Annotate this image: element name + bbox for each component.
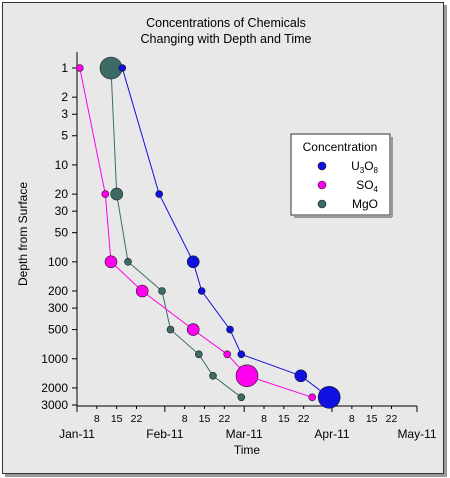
y-tick-label-2: 3 xyxy=(61,107,68,121)
series-mgo xyxy=(110,67,242,398)
x-minor-tick-label-3: 8 xyxy=(182,413,188,425)
y-tick-label-14: 3000 xyxy=(41,398,68,412)
x-minor-tick-label-4: 15 xyxy=(199,413,211,425)
x-minor-tick-label-8: 22 xyxy=(298,413,310,425)
axes xyxy=(76,52,417,407)
legend-marker-u3o8 xyxy=(317,161,327,171)
x-major-tick-label-3: Apr-11 xyxy=(314,427,349,441)
point-mgo-1 xyxy=(110,187,123,201)
legend-title: Concentration xyxy=(303,140,378,154)
legend-label-u3o8: U3O8 xyxy=(351,159,378,175)
y-tick-label-9: 200 xyxy=(48,284,68,298)
y-tick-label-4: 10 xyxy=(55,158,69,172)
legend: Concentration U3O8 SO4 MgO xyxy=(290,133,393,218)
x-minor-tick-label-10: 15 xyxy=(366,413,378,425)
point-so4-6 xyxy=(235,364,259,388)
x-minor-tick-label-7: 15 xyxy=(278,413,290,425)
x-minor-tick-label-5: 22 xyxy=(218,413,230,425)
point-mgo-5 xyxy=(195,350,203,359)
y-tick-label-6: 30 xyxy=(55,204,69,218)
y-tick-label-11: 500 xyxy=(48,323,68,337)
y-tick-label-8: 100 xyxy=(48,255,68,269)
y-tick-label-7: 50 xyxy=(55,226,69,240)
x-minor-tick-label-2: 22 xyxy=(131,413,143,425)
x-minor-tick-label-1: 15 xyxy=(111,413,123,425)
point-u3o8-7 xyxy=(317,385,341,409)
chart-title-line-2: Changing with Depth and Time xyxy=(141,32,312,46)
y-tick-label-3: 5 xyxy=(61,129,68,143)
point-so4-4 xyxy=(186,323,200,336)
y-tick-label-13: 2000 xyxy=(41,381,68,395)
point-u3o8-3 xyxy=(197,287,206,295)
chart-frame xyxy=(2,2,444,474)
legend-marker-mgo xyxy=(317,199,327,209)
x-ticks: Jan-11 Feb-11 Mar-11 Apr-11 May-11 8 15 22 8 15 22… xyxy=(59,406,437,441)
x-minor-tick-label-0: 8 xyxy=(94,413,100,425)
legend-label-so4: SO4 xyxy=(356,178,378,194)
point-so4-1 xyxy=(101,190,110,198)
chart-title-line-1: Concentrations of Chemicals xyxy=(146,16,306,30)
series-layer xyxy=(76,56,341,409)
legend-marker-so4 xyxy=(317,180,327,190)
point-mgo-2 xyxy=(124,257,132,266)
point-so4-0 xyxy=(76,64,84,72)
point-u3o8-2 xyxy=(186,255,200,269)
x-major-tick-label-4: May-11 xyxy=(397,427,436,441)
series-line-so4 xyxy=(79,67,313,398)
y-tick-label-12: 1000 xyxy=(41,352,68,366)
point-u3o8-1 xyxy=(155,190,163,198)
point-so4-3 xyxy=(135,284,149,298)
point-so4-2 xyxy=(104,255,118,269)
x-axis-label: Time xyxy=(234,443,261,457)
y-tick-label-10: 300 xyxy=(48,301,68,315)
series-u3o8 xyxy=(121,67,330,398)
legend-box xyxy=(290,133,391,216)
series-line-u3o8 xyxy=(121,67,330,398)
y-tick-label-1: 2 xyxy=(61,90,68,104)
legend-label-mgo: MgO xyxy=(352,197,378,211)
series-line-mgo xyxy=(110,67,242,398)
point-mgo-7 xyxy=(237,393,246,402)
point-u3o8-5 xyxy=(237,350,246,359)
series-so4 xyxy=(79,67,313,398)
x-minor-tick-label-6: 8 xyxy=(261,413,267,425)
y-ticks: 1 2 3 5 10 20 30 50 100 200 300 500 1000 2000 3000 xyxy=(41,61,77,412)
point-mgo-3 xyxy=(158,287,166,295)
x-major-tick-label-1: Feb-11 xyxy=(146,427,183,441)
point-so4-5 xyxy=(223,350,231,359)
x-major-tick-label-0: Jan-11 xyxy=(59,427,95,441)
y-tick-label-5: 20 xyxy=(55,187,69,201)
point-u3o8-0 xyxy=(118,64,127,72)
point-mgo-4 xyxy=(166,325,175,334)
point-u3o8-6 xyxy=(294,369,308,383)
x-minor-tick-label-9: 8 xyxy=(349,413,355,425)
y-tick-label-0: 1 xyxy=(61,61,68,75)
point-u3o8-4 xyxy=(226,325,234,334)
x-major-tick-label-2: Mar-11 xyxy=(226,427,263,441)
y-axis-label: Depth from Surface xyxy=(16,182,30,286)
point-so4-7 xyxy=(308,393,317,402)
x-minor-tick-label-11: 22 xyxy=(386,413,398,425)
point-mgo-6 xyxy=(209,371,217,380)
